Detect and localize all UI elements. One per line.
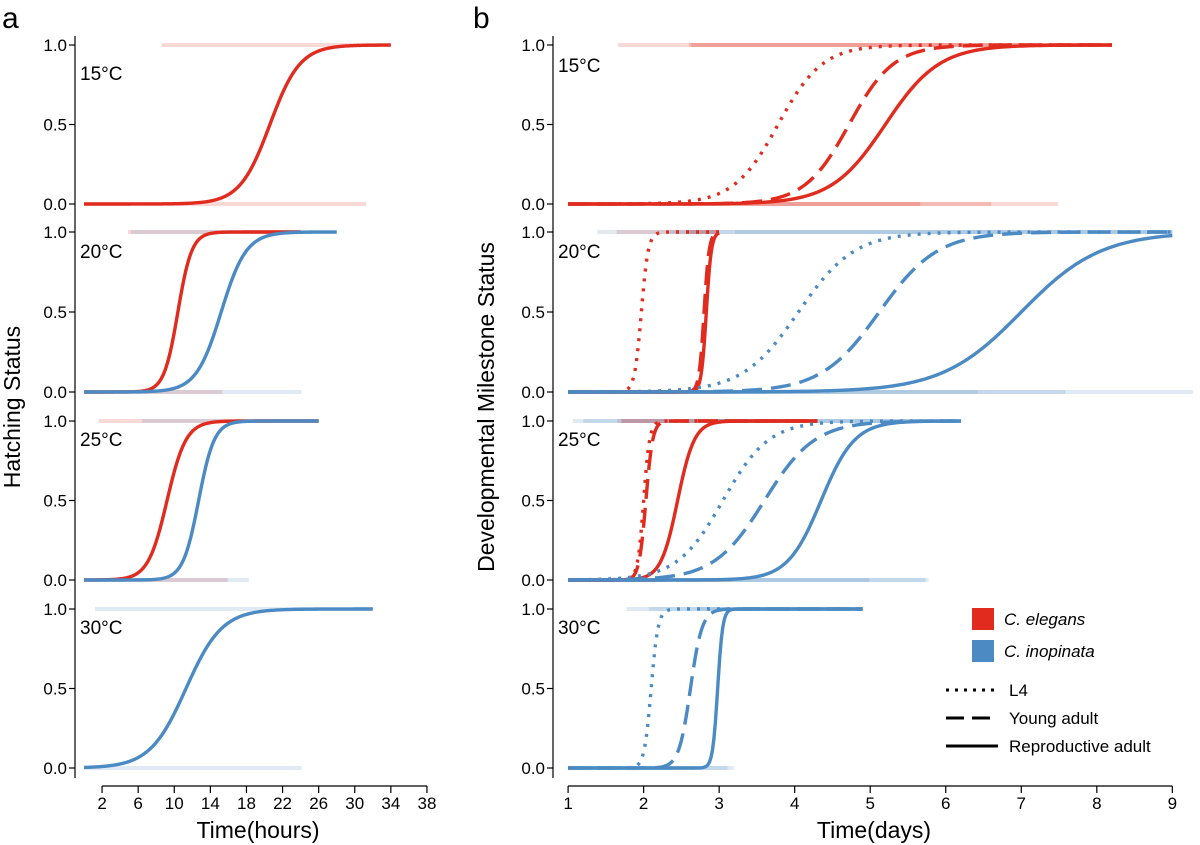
panel-b-facet-25-c-y-tick-label: 0.5 [521,492,545,511]
panel-b-facet-30-c-curve-c-inopinata-young-adult [568,607,863,770]
panel-a-y-axis-title: Hatching Status [0,326,25,488]
panel-a-x-tick-label: 10 [165,794,184,813]
panel-b-y-axis-title: Developmental Milestone Status [473,242,499,572]
panel-b-facet-25-c-curve-c-inopinata-l4 [568,419,961,582]
panel-b-facet-30-c-y-tick-label: 1.0 [521,600,545,619]
panel-a-x-tick-label: 6 [133,794,142,813]
legend-label-reproductive-adult: Reproductive adult [1009,737,1151,756]
panel-a-x-tick-label: 38 [417,794,436,813]
panel-letter-b: b [473,2,490,35]
panel-b-facet-15-c-y-tick-label: 0.5 [521,116,545,135]
panel-a-x-tick-label: 26 [309,794,328,813]
panel-a-x-tick-label: 18 [237,794,256,813]
panel-b-facet-label-15: 15°C [558,56,600,77]
panel-b-x-tick-label: 8 [1092,794,1101,813]
panel-b-facet-label-25: 25°C [558,430,600,451]
panel-a-facet-label-15: 15°C [80,64,122,85]
panel-a-facet-15-c-y-tick-label: 0.0 [43,195,67,214]
panel-b-x-tick-label: 5 [865,794,874,813]
panel-b-facet-20-c-y-tick-label: 0.0 [521,383,545,402]
panel-b-facet-20-c-y-tick-label: 1.0 [521,223,545,242]
panel-b-facet-20-c-curve-c-inopinata-young-adult [568,230,1173,394]
panel-b-facet-30-c-curve-c-inopinata-l4 [568,607,863,770]
panel-b-x-tick-label: 3 [714,794,723,813]
legend-label-young-adult: Young adult [1009,709,1098,728]
panel-b-facet-15-c-curve-c-elegans-reproductive-adult [568,43,1112,206]
panel-a-x-tick-label: 34 [381,794,400,813]
panel-b-facet-15-c-y-tick-label: 0.0 [521,195,545,214]
panel-b-facet-20-c-y-tick-label: 0.5 [521,303,545,322]
panel-b-facet-25-c-y-tick-label: 1.0 [521,412,545,431]
panel-b-x-tick-label: 4 [790,794,799,813]
panel-a-facet-label-30: 30°C [80,618,122,639]
panel-a-x-tick-label: 22 [273,794,292,813]
panel-b-x-tick-label: 9 [1168,794,1177,813]
panel-b-x-tick-label: 7 [1017,794,1026,813]
panel-letter-a: a [2,2,19,35]
panel-b-facet-label-20: 20°C [558,242,600,263]
panel-a-x-tick-label: 2 [97,794,106,813]
panel-a-x-tick-label: 30 [345,794,364,813]
panel-b-facet-label-30: 30°C [558,618,600,639]
panel-b-facet-15-c-y-tick-label: 1.0 [521,36,545,55]
legend-label-l4: L4 [1009,681,1028,700]
panel-b-facet-25-c-y-tick-label: 0.0 [521,571,545,590]
plot-layer: 2 6 10 14 18 22 26 30 34 380.00.51.00.00.51.00.00… [43,36,1193,813]
panel-a-facet-30-c-y-tick-label: 1.0 [43,600,67,619]
panel-b-x-tick-label: 6 [941,794,950,813]
panel-a-facet-30-c-y-tick-label: 0.0 [43,759,67,778]
legend: C. elegans C. inopinata L4 Young adult R… [946,608,1151,756]
panel-a-facet-25-c-curve-c-inopinata-hatching [84,419,319,582]
panel-a-facet-25-c-y-tick-label: 0.0 [43,571,67,590]
panel-a-facet-15-c-curve-c-elegans-hatching [84,43,391,206]
panel-b-x-tick-label: 1 [563,794,572,813]
legend-swatch-c-inopinata [972,640,994,662]
panel-a-facet-15-c-y-tick-label: 1.0 [43,36,67,55]
panel-a-facet-30-c-y-tick-label: 0.5 [43,680,67,699]
panel-a-x-tick-label: 14 [201,794,220,813]
panel-a-facet-25-c-y-tick-label: 0.5 [43,492,67,511]
panel-a-facet-25-c-y-tick-label: 1.0 [43,412,67,431]
panel-b-facet-25-c-curve-c-elegans-reproductive-adult [568,419,818,582]
panel-b-facet-25-c-curve-c-inopinata-young-adult [568,419,961,582]
panel-b-x-axis-title: Time(days) [817,817,931,843]
panel-b-facet-30-c-y-tick-label: 0.0 [521,759,545,778]
panel-b-facet-30-c-y-tick-label: 0.5 [521,680,545,699]
panel-b-x-tick-label: 2 [639,794,648,813]
panel-a-facet-20-c-y-tick-label: 0.0 [43,383,67,402]
panel-b-facet-30-c-curve-c-inopinata-reproductive-adult [568,607,863,770]
panel-a-facet-20-c-y-tick-label: 0.5 [43,303,67,322]
panel-b-facet-20-c-curve-c-inopinata-l4 [568,230,1173,394]
legend-label-c-inopinata: C. inopinata [1004,642,1095,661]
panel-a-facet-30-c-curve-c-inopinata-hatching [83,607,373,770]
panel-a-facet-20-c-curve-c-inopinata-hatching [84,230,337,394]
panel-b-facet-20-c-curve-c-inopinata-reproductive-adult [568,233,1173,394]
panel-a-facet-label-20: 20°C [80,242,122,263]
panel-a-facet-label-25: 25°C [80,430,122,451]
panel-a-x-axis-title: Time(hours) [196,817,319,843]
panel-a-facet-20-c-y-tick-label: 1.0 [43,223,67,242]
legend-swatch-c-elegans [972,608,994,630]
panel-b-facet-25-c-curve-c-inopinata-reproductive-adult [568,419,961,582]
panel-a-facet-15-c-y-tick-label: 0.5 [43,116,67,135]
legend-label-c-elegans: C. elegans [1004,610,1086,629]
